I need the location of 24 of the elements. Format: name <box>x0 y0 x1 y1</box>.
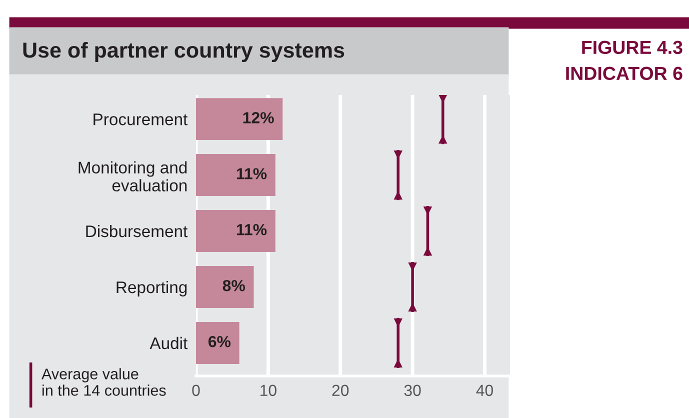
y-tick-label: Disbursement <box>86 224 188 238</box>
bar <box>196 154 276 196</box>
data-label: 12% <box>243 112 274 124</box>
x-tick-label: 40 <box>476 384 493 396</box>
y-tick-label: Audit <box>150 336 188 350</box>
data-label: 11% <box>236 224 267 236</box>
y-tick-label: Procurement <box>94 114 188 126</box>
y-tick-label: Monitoring and evaluation <box>78 161 187 192</box>
bar <box>196 322 240 364</box>
x-tick-label: 10 <box>260 384 276 396</box>
data-label: 11% <box>236 168 267 180</box>
data-label: 6% <box>208 336 231 348</box>
y-tick-label: Reporting <box>116 280 187 296</box>
bar <box>196 98 283 140</box>
x-tick-label: 30 <box>404 384 421 396</box>
text: INDICATOR 6 <box>566 66 682 80</box>
x-tick-label: 20 <box>332 384 349 396</box>
x-tick-label: 0 <box>192 384 200 396</box>
text: Average value in the 14 countries <box>42 368 166 396</box>
caption: FIGURE 4.3 <box>582 40 682 54</box>
chart-title: Use of partner country systems <box>23 42 344 62</box>
bar <box>196 266 254 308</box>
bar <box>196 210 276 252</box>
data-label: 8% <box>222 280 245 292</box>
